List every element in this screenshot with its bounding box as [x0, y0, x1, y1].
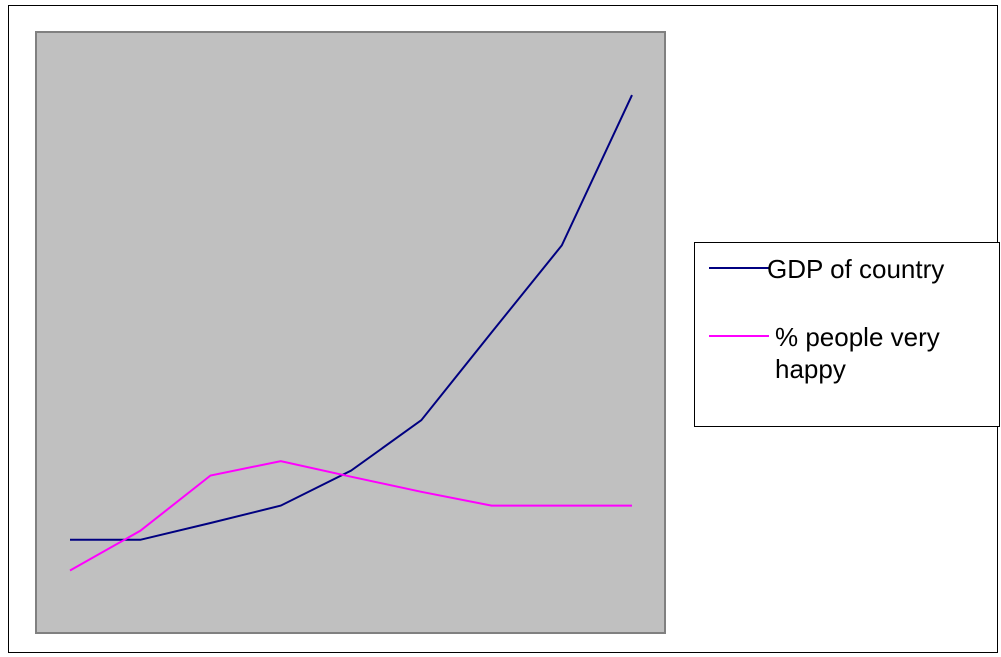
- chart-legend: GDP of country % people very happy: [694, 242, 1000, 427]
- legend-label-happy: % people very happy: [775, 322, 940, 384]
- legend-swatch-gdp: [709, 267, 769, 269]
- series-line-1: [69, 460, 632, 572]
- legend-swatch-happy: [709, 335, 769, 337]
- plot-area: [35, 31, 666, 634]
- series-layer: [69, 94, 633, 572]
- legend-label-gdp: GDP of country: [767, 254, 945, 284]
- series-line-0: [70, 94, 633, 541]
